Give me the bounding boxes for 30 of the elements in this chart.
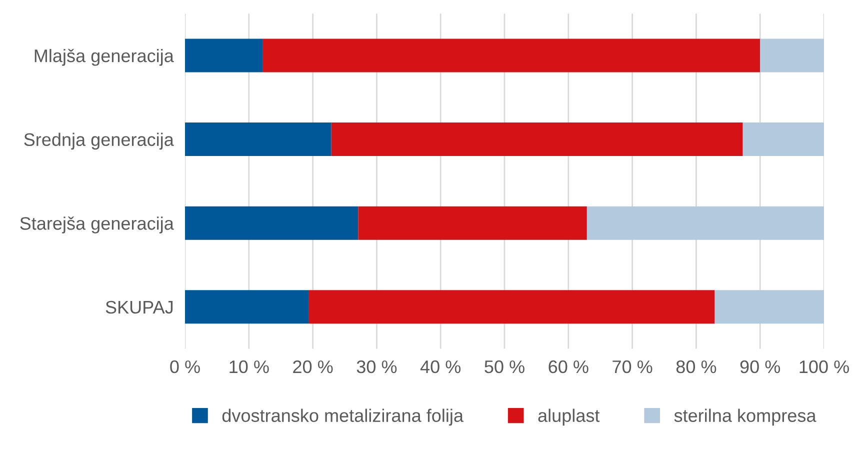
x-tick-label: 60 % xyxy=(548,360,588,374)
legend-label: aluplast xyxy=(538,408,600,426)
bar xyxy=(185,38,263,72)
x-tick-label: 20 % xyxy=(293,360,333,374)
bar xyxy=(742,122,824,156)
legend-label: sterilna kompresa xyxy=(674,408,816,426)
x-tick-label: 80 % xyxy=(676,360,716,374)
legend-label: dvostransko metalizirana folija xyxy=(222,408,464,426)
y-tick-label: SKUPAJ xyxy=(106,300,173,314)
bar xyxy=(308,290,715,324)
y-tick-label: Srednja generacija xyxy=(24,132,174,150)
x-tick-label: 40 % xyxy=(420,360,461,374)
bar xyxy=(185,122,332,156)
bar xyxy=(262,38,760,72)
bar xyxy=(586,206,824,240)
x-tick-label: 50 % xyxy=(484,360,524,374)
x-tick-label: 0 % xyxy=(170,360,200,374)
x-tick-label: 100 % xyxy=(800,360,849,374)
x-tick-label: 10 % xyxy=(230,360,269,374)
bar xyxy=(185,206,358,240)
bar xyxy=(760,38,824,72)
x-tick-label: 70 % xyxy=(612,360,652,374)
y-tick-label: Mlajša generacija xyxy=(34,48,174,66)
x-tick-label: 90 % xyxy=(740,360,780,374)
y-tick-label: Starejša generacija xyxy=(20,216,174,234)
bar xyxy=(331,122,743,156)
bar xyxy=(185,290,309,324)
bar xyxy=(358,206,587,240)
bar xyxy=(714,290,824,324)
x-tick-label: 30 % xyxy=(356,360,397,374)
